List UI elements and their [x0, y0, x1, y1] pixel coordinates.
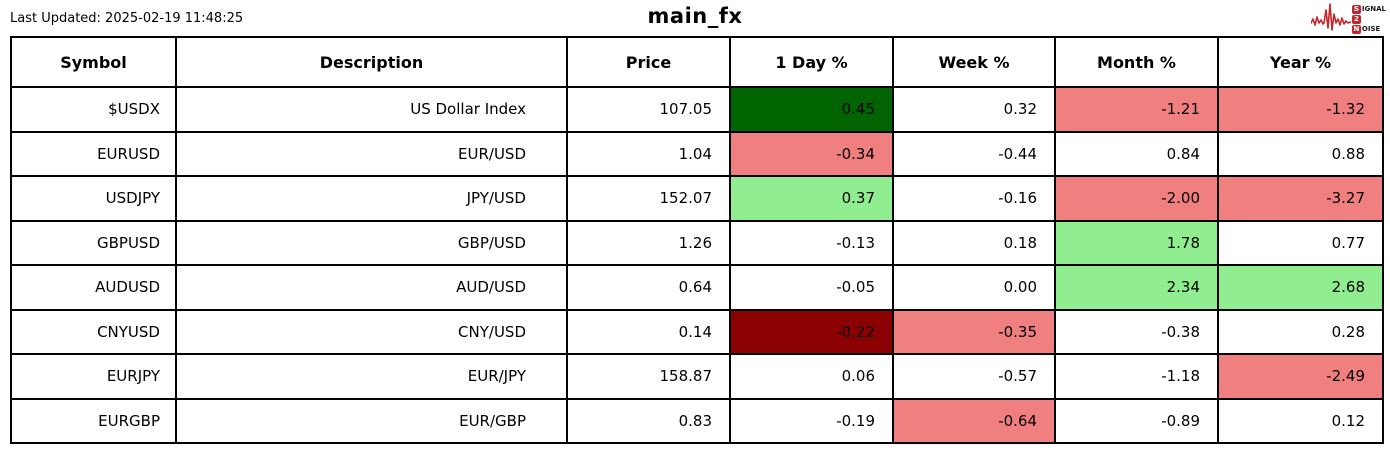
cell-price: 107.05	[566, 86, 731, 133]
cell-week-pct: 0.32	[892, 86, 1056, 133]
cell-year-pct: 0.12	[1217, 397, 1384, 444]
cell-description: AUD/USD	[175, 264, 568, 311]
cell-description: EUR/JPY	[175, 353, 568, 400]
cell-week-pct: 0.00	[892, 264, 1056, 311]
cell-price: 0.83	[566, 397, 731, 444]
cell-description: JPY/USD	[175, 175, 568, 222]
column-header-symbol: Symbol	[10, 36, 177, 88]
column-header-month: Month %	[1054, 36, 1219, 88]
cell-year-pct: -1.32	[1217, 86, 1384, 133]
logo-letter-n: N	[1351, 24, 1361, 34]
cell-year-pct: 2.68	[1217, 264, 1384, 311]
cell-day-pct: 0.06	[729, 353, 894, 400]
cell-month-pct: 2.34	[1054, 264, 1219, 311]
table-row: AUDUSD AUD/USD 0.64 -0.05 0.00 2.34 2.68	[10, 264, 1384, 311]
column-header-description: Description	[175, 36, 568, 88]
logo-letter-s: S	[1351, 4, 1361, 14]
cell-symbol: GBPUSD	[10, 219, 177, 266]
cell-symbol: AUDUSD	[10, 264, 177, 311]
cell-year-pct: 0.28	[1217, 308, 1384, 355]
cell-day-pct: -0.13	[729, 219, 894, 266]
logo-letter-2: 2	[1351, 14, 1361, 24]
cell-description: GBP/USD	[175, 219, 568, 266]
table-row: EURGBP EUR/GBP 0.83 -0.19 -0.64 -0.89 0.12	[10, 397, 1384, 444]
column-header-year: Year %	[1217, 36, 1384, 88]
cell-day-pct: -0.34	[729, 130, 894, 177]
cell-day-pct: 0.37	[729, 175, 894, 222]
cell-price: 0.64	[566, 264, 731, 311]
cell-month-pct: 1.78	[1054, 219, 1219, 266]
cell-price: 1.26	[566, 219, 731, 266]
cell-price: 0.14	[566, 308, 731, 355]
cell-day-pct: -0.19	[729, 397, 894, 444]
cell-symbol: $USDX	[10, 86, 177, 133]
cell-price: 152.07	[566, 175, 731, 222]
cell-symbol: EURUSD	[10, 130, 177, 177]
signal-2-noise-logo: S IGNAL 2 N OISE	[1310, 2, 1386, 36]
cell-week-pct: -0.44	[892, 130, 1056, 177]
cell-week-pct: -0.16	[892, 175, 1056, 222]
cell-symbol: EURJPY	[10, 353, 177, 400]
cell-year-pct: 0.88	[1217, 130, 1384, 177]
table-row: $USDX US Dollar Index 107.05 0.45 0.32 -1.21-…	[10, 86, 1384, 133]
page-header: Last Updated: 2025-02-19 11:48:25 main_f…	[0, 0, 1390, 36]
table-row: EURUSD EUR/USD 1.04 -0.34 -0.44 0.84 0.88	[10, 130, 1384, 177]
cell-symbol: EURGBP	[10, 397, 177, 444]
logo-word-noise: OISE	[1361, 25, 1381, 33]
cell-day-pct: -0.22	[729, 308, 894, 355]
cell-month-pct: -1.21	[1054, 86, 1219, 133]
logo-text: S IGNAL 2 N OISE	[1351, 4, 1386, 34]
cell-description: EUR/GBP	[175, 397, 568, 444]
table-row: USDJPY JPY/USD 152.07 0.37 -0.16 -2.00 -3.27	[10, 175, 1384, 222]
cell-month-pct: -0.38	[1054, 308, 1219, 355]
column-header-price: Price	[566, 36, 731, 88]
table-row: CNYUSD CNY/USD 0.14 -0.22 -0.35 -0.38 0.28	[10, 308, 1384, 355]
cell-description: CNY/USD	[175, 308, 568, 355]
cell-year-pct: 0.77	[1217, 219, 1384, 266]
cell-symbol: CNYUSD	[10, 308, 177, 355]
cell-symbol: USDJPY	[10, 175, 177, 222]
cell-description: US Dollar Index	[175, 86, 568, 133]
cell-week-pct: -0.64	[892, 397, 1056, 444]
cell-week-pct: 0.18	[892, 219, 1056, 266]
page-title: main_fx	[647, 4, 743, 28]
cell-description: EUR/USD	[175, 130, 568, 177]
cell-day-pct: -0.05	[729, 264, 894, 311]
cell-month-pct: -0.89	[1054, 397, 1219, 444]
cell-week-pct: -0.35	[892, 308, 1056, 355]
last-updated-text: Last Updated: 2025-02-19 11:48:25	[10, 11, 244, 26]
fx-table-body: $USDX US Dollar Index 107.05 0.45 0.32 -1.21-…	[10, 86, 1384, 444]
header-row: Symbol Description Price 1 Day % Week % …	[10, 36, 1384, 88]
cell-day-pct: 0.45	[729, 86, 894, 133]
column-header-week: Week %	[892, 36, 1056, 88]
cell-year-pct: -3.27	[1217, 175, 1384, 222]
column-header-1day: 1 Day %	[729, 36, 894, 88]
cell-month-pct: 0.84	[1054, 130, 1219, 177]
logo-word-signal: IGNAL	[1361, 5, 1386, 13]
cell-year-pct: -2.49	[1217, 353, 1384, 400]
cell-month-pct: -2.00	[1054, 175, 1219, 222]
table-row: EURJPY EUR/JPY 158.87 0.06 -0.57 -1.18 -2.49	[10, 353, 1384, 400]
cell-price: 158.87	[566, 353, 731, 400]
fx-table: Symbol Description Price 1 Day % Week % …	[10, 36, 1384, 444]
waveform-icon	[1310, 2, 1352, 36]
cell-price: 1.04	[566, 130, 731, 177]
cell-month-pct: -1.18	[1054, 353, 1219, 400]
table-row: GBPUSD GBP/USD 1.26 -0.13 0.18 1.78 0.77	[10, 219, 1384, 266]
cell-week-pct: -0.57	[892, 353, 1056, 400]
